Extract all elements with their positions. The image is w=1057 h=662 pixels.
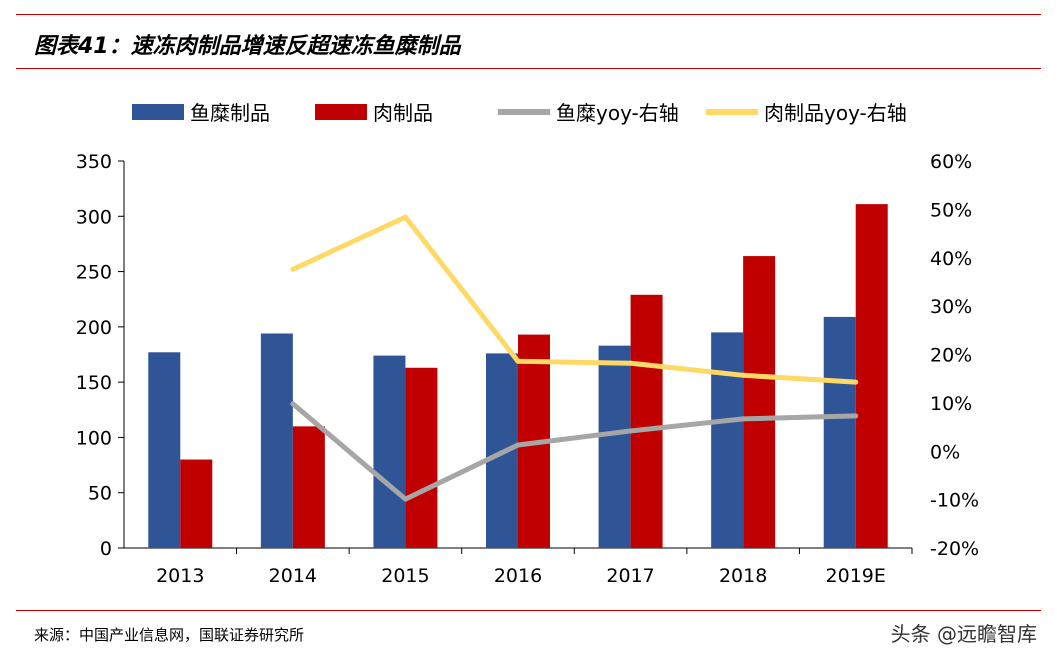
right-tick-label: 0%	[930, 441, 960, 463]
x-tick-label: 2016	[494, 565, 542, 587]
top-rule	[16, 14, 1041, 15]
point-fish-yoy-2016	[515, 442, 521, 448]
left-tick-label: 200	[76, 317, 112, 339]
left-tick-label: 100	[76, 427, 112, 449]
right-tick-label: 30%	[930, 296, 972, 318]
point-fish-yoy-2019E	[853, 413, 859, 419]
left-tick-label: 350	[76, 151, 112, 173]
bar-fish-2019E	[823, 316, 856, 548]
bar-meat-2017	[630, 294, 663, 548]
point-fish-yoy-2015	[402, 496, 408, 502]
bar-fish-2018	[711, 332, 744, 548]
line-fish-yoy	[291, 401, 856, 502]
watermark: 头条 @远瞻智库	[890, 622, 1037, 646]
legend-label: 鱼糜yoy-右轴	[556, 101, 679, 125]
right-tick-label: 60%	[930, 151, 972, 173]
x-tick-label: 2015	[381, 565, 429, 587]
right-tick-label: 50%	[930, 199, 972, 221]
legend-label: 肉制品	[373, 101, 433, 125]
point-meat-yoy-2015	[402, 214, 408, 220]
right-tick-label: 20%	[930, 345, 972, 367]
point-fish-yoy-2014	[290, 401, 296, 407]
x-tick-label: 2014	[269, 565, 317, 587]
x-tick-label: 2019E	[826, 565, 886, 587]
legend-label: 鱼糜制品	[190, 101, 270, 125]
left-tick-label: 250	[76, 262, 112, 284]
point-meat-yoy-2016	[515, 358, 521, 364]
legend-swatch	[315, 104, 367, 120]
right-tick-label: -10%	[930, 490, 979, 512]
point-fish-yoy-2018	[740, 416, 746, 422]
point-meat-yoy-2017	[628, 360, 634, 366]
left-tick-label: 150	[76, 372, 112, 394]
bar-fish-2015	[373, 355, 406, 548]
bar-meat-2015	[405, 367, 438, 548]
point-fish-yoy-2017	[628, 428, 634, 434]
bar-fish-2013	[148, 352, 181, 548]
point-meat-yoy-2018	[740, 372, 746, 378]
x-tick-label: 2017	[606, 565, 654, 587]
left-tick-label: 300	[76, 206, 112, 228]
legend-swatch	[132, 104, 184, 120]
title-rule	[16, 68, 1041, 69]
bar-meat-2018	[743, 256, 776, 548]
x-tick-label: 2013	[156, 565, 204, 587]
point-meat-yoy-2019E	[853, 379, 859, 385]
point-meat-yoy-2014	[290, 266, 296, 272]
bar-meat-2014	[292, 426, 325, 548]
footer-rule	[16, 610, 1041, 611]
source-note: 来源：中国产业信息网，国联证券研究所	[34, 626, 305, 644]
bar-fish-2014	[260, 333, 293, 548]
right-tick-label: -20%	[930, 538, 979, 560]
x-tick-label: 2018	[719, 565, 767, 587]
legend-label: 肉制品yoy-右轴	[764, 101, 907, 125]
left-tick-label: 50	[88, 483, 112, 505]
bar-meat-2019E	[855, 204, 888, 548]
right-tick-label: 10%	[930, 393, 972, 415]
chart-title: 图表41：速冻肉制品增速反超速冻鱼糜制品	[34, 34, 461, 59]
left-tick-label: 0	[100, 538, 112, 560]
right-tick-label: 40%	[930, 248, 972, 270]
line-meat-yoy	[291, 214, 856, 385]
bar-fish-2017	[598, 345, 631, 548]
bar-meat-2013	[180, 459, 213, 548]
